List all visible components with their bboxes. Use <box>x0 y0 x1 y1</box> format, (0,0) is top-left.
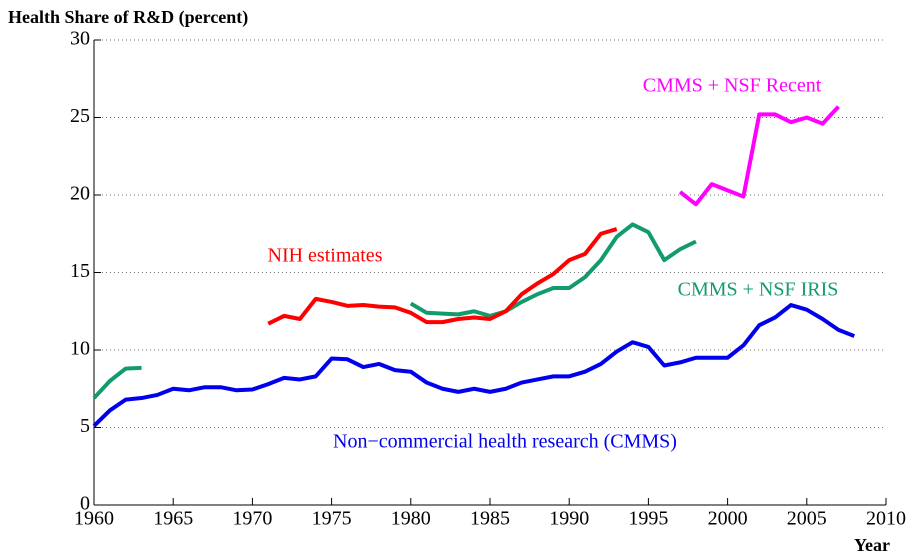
x-tick-label: 2000 <box>708 508 748 530</box>
series-label: CMMS + NSF Recent <box>643 75 822 97</box>
x-axis-label: Year <box>854 535 890 555</box>
x-tick-label: 1965 <box>153 508 193 530</box>
y-tick-label: 25 <box>70 105 90 127</box>
y-axis-label: Health Share of R&D (percent) <box>8 7 248 28</box>
y-tick-label: 5 <box>80 415 90 437</box>
y-tick-label: 15 <box>70 260 90 282</box>
x-tick-label: 1980 <box>391 508 431 530</box>
x-tick-label: 2010 <box>866 508 906 530</box>
series-label: Non−commercial health research (CMMS) <box>333 431 677 453</box>
x-tick-label: 1960 <box>74 508 114 530</box>
series-label: NIH estimates <box>268 245 383 267</box>
line <box>267 227 618 326</box>
series-label: CMMS + NSF IRIS <box>678 279 839 301</box>
x-tick-label: 1985 <box>470 508 510 530</box>
x-tick-label: 1975 <box>312 508 352 530</box>
x-tick-label: 1970 <box>232 508 272 530</box>
y-tick-label: 10 <box>70 338 90 360</box>
line <box>409 222 697 318</box>
x-tick-label: 1990 <box>549 508 589 530</box>
y-tick-label: 30 <box>70 28 90 50</box>
line <box>92 303 856 428</box>
y-tick-label: 0 <box>80 493 90 515</box>
line <box>92 365 142 400</box>
x-tick-label: 1995 <box>628 508 668 530</box>
line <box>678 105 840 207</box>
y-tick-label: 20 <box>70 183 90 205</box>
x-tick-label: 2005 <box>787 508 827 530</box>
